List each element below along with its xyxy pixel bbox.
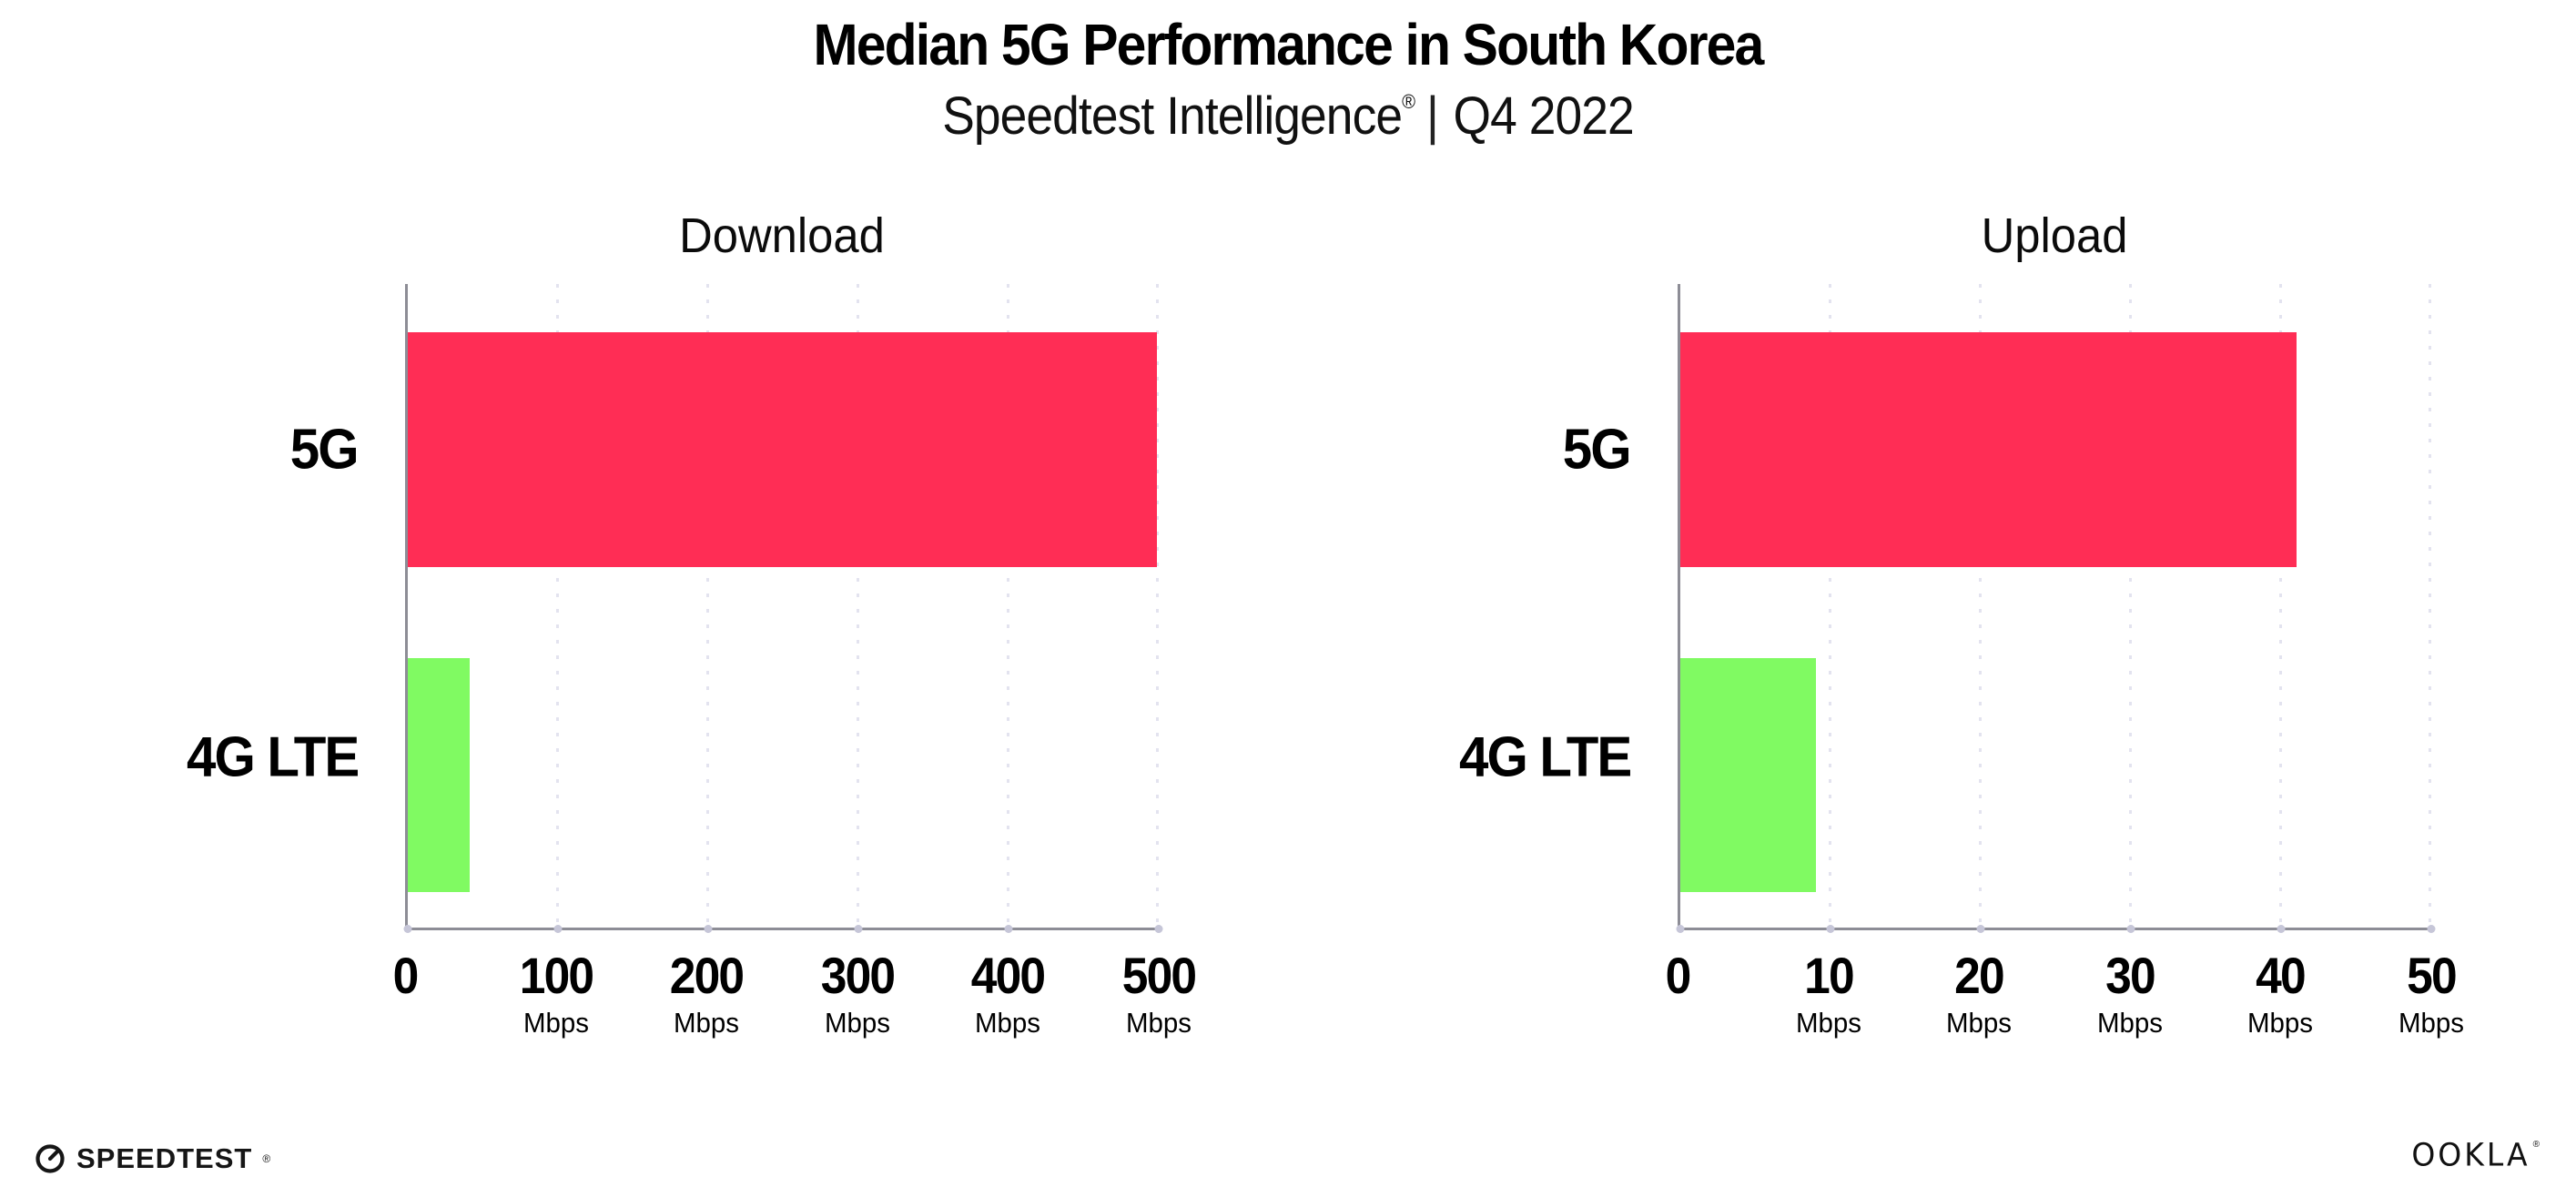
upload-plot-area (1676, 284, 2436, 934)
x-tick: 50 Mbps (2397, 947, 2466, 1040)
x-tick: 0 (1664, 947, 1692, 1037)
tick-value: 10 (1803, 947, 1854, 1005)
tick-value: 500 (1121, 947, 1197, 1005)
gridline (1979, 284, 1982, 928)
upload-4g-lte-bar (1680, 658, 1816, 893)
x-tick: 20 Mbps (1944, 947, 2013, 1040)
y-label-4g-lte: 4G LTE (186, 725, 360, 789)
tick-unit: Mbps (1795, 1007, 1861, 1040)
tick-unit: Mbps (674, 1007, 740, 1040)
tick-unit: Mbps (522, 1007, 589, 1040)
axis-tick-dot (854, 925, 863, 934)
gridline (706, 284, 709, 928)
axis-tick-dot (1154, 925, 1163, 934)
gridline (2279, 284, 2282, 928)
download-x-axis: 0 100 Mbps 200 Mbps 300 Mbps 400 Mbps (393, 930, 1197, 1067)
speedtest-registered-icon: ® (262, 1152, 271, 1165)
axis-tick-dot (1976, 925, 1985, 934)
tick-value: 50 (2407, 947, 2457, 1005)
gridline (2129, 284, 2132, 928)
y-label-5g: 5G (290, 418, 360, 482)
tick-unit: Mbps (1125, 1007, 1192, 1040)
header: Median 5G Performance in South Korea Spe… (0, 0, 2576, 146)
gridline (2429, 284, 2431, 928)
tick-value: 200 (669, 947, 745, 1005)
x-tick: 40 Mbps (2246, 947, 2315, 1040)
upload-chart: Upload 5G 4G LTE (1359, 197, 2495, 1067)
upload-y-axis-labels: 5G 4G LTE (1359, 284, 1678, 930)
x-tick: 10 Mbps (1794, 947, 1863, 1040)
tick-unit (392, 1009, 418, 1037)
gridline (1007, 284, 1009, 928)
upload-x-axis: 0 10 Mbps 20 Mbps 30 Mbps 40 Mbps (1666, 930, 2464, 1067)
charts-row: Download 5G 4G LTE (0, 197, 2576, 1067)
upload-chart-title: Upload (1981, 208, 2128, 264)
download-chart: Download 5G 4G LTE (86, 197, 1222, 1067)
upload-5g-bar (1680, 332, 2297, 568)
speedtest-gauge-icon (34, 1142, 66, 1175)
ookla-registered-icon: ® (2532, 1140, 2540, 1150)
speedtest-wordmark: SPEEDTEST (76, 1142, 253, 1174)
download-4g-lte-bar (408, 658, 470, 893)
y-label-4g-lte: 4G LTE (1458, 725, 1632, 789)
gridline (1156, 284, 1159, 928)
axis-tick-dot (704, 925, 713, 934)
subtitle-period: Q4 2022 (1453, 86, 1634, 147)
registered-mark-icon: ® (1402, 90, 1415, 114)
axis-tick-dot (553, 925, 563, 934)
download-y-axis-labels: 5G 4G LTE (86, 284, 405, 930)
ookla-logo: OOKLA ® (2411, 1136, 2540, 1173)
ookla-wordmark: OOKLA (2411, 1136, 2530, 1173)
axis-tick-dot (2427, 925, 2436, 934)
tick-unit: Mbps (975, 1007, 1041, 1040)
axis-tick-dot (2126, 925, 2135, 934)
subtitle-separator: | (1425, 86, 1439, 147)
gridline (556, 284, 559, 928)
tick-value: 0 (1665, 947, 1692, 1005)
tick-unit: Mbps (824, 1007, 890, 1040)
speedtest-logo: SPEEDTEST ® (34, 1142, 270, 1175)
tick-value: 40 (2256, 947, 2307, 1005)
x-tick: 0 (391, 947, 420, 1037)
y-label-5g: 5G (1563, 418, 1632, 482)
axis-tick-dot (2277, 925, 2286, 934)
axis-tick-dot (1676, 925, 1685, 934)
page-title: Median 5G Performance in South Korea (813, 12, 1765, 77)
subtitle-brand: Speedtest Intelligence (942, 86, 1403, 147)
download-plot-area (403, 284, 1163, 934)
tick-unit: Mbps (2398, 1007, 2465, 1040)
download-chart-title: Download (679, 208, 885, 264)
x-tick: 100 Mbps (516, 947, 595, 1040)
tick-unit (1665, 1009, 1690, 1037)
tick-value: 20 (1954, 947, 2004, 1005)
x-tick: 400 Mbps (969, 947, 1048, 1040)
tick-value: 400 (971, 947, 1046, 1005)
download-5g-bar (408, 332, 1158, 568)
upload-plot-row: 5G 4G LTE (1359, 284, 2495, 934)
axis-tick-dot (403, 925, 412, 934)
tick-value: 300 (820, 947, 896, 1005)
axis-tick-dot (1004, 925, 1013, 934)
tick-unit: Mbps (1946, 1007, 2013, 1040)
x-tick: 500 Mbps (1119, 947, 1198, 1040)
tick-unit: Mbps (2247, 1007, 2314, 1040)
tick-value: 0 (392, 947, 420, 1005)
axis-tick-dot (1826, 925, 1835, 934)
x-tick: 200 Mbps (666, 947, 745, 1040)
gridline (857, 284, 859, 928)
x-tick: 300 Mbps (817, 947, 897, 1040)
tick-value: 100 (519, 947, 593, 1005)
x-tick: 30 Mbps (2095, 947, 2165, 1040)
page-subtitle: Speedtest Intelligence® | Q4 2022 (103, 87, 2473, 146)
tick-unit: Mbps (2096, 1007, 2163, 1040)
tick-value: 30 (2104, 947, 2155, 1005)
download-plot-row: 5G 4G LTE (86, 284, 1222, 934)
gridline (1829, 284, 1831, 928)
